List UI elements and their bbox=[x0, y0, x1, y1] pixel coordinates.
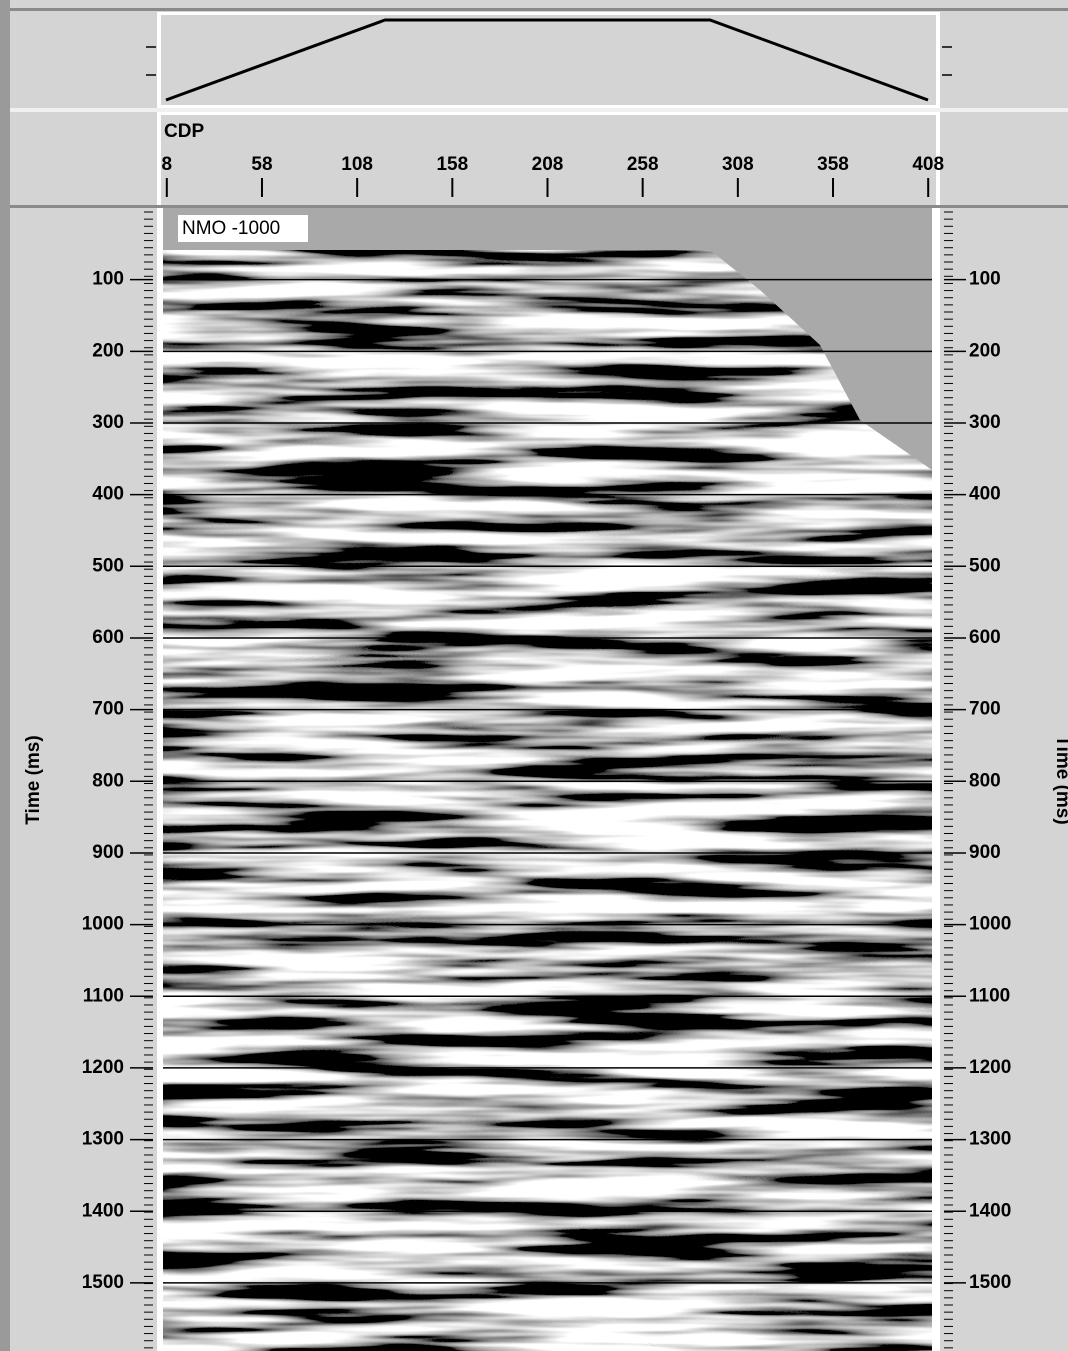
y-tick-label-right: 600 bbox=[969, 627, 1001, 648]
y-axis-label-right: Time (ms) bbox=[1052, 735, 1068, 824]
y-tick-label-right: 700 bbox=[969, 699, 1001, 720]
y-tick-label: 1300 bbox=[82, 1129, 124, 1150]
x-axis-label: CDP bbox=[164, 121, 204, 142]
y-tick-label: 200 bbox=[92, 340, 124, 361]
y-tick-label-right: 1200 bbox=[969, 1057, 1011, 1078]
y-tick-label: 100 bbox=[92, 269, 124, 290]
y-axis-label: Time (ms) bbox=[23, 735, 44, 824]
fold-ticks bbox=[146, 46, 952, 76]
y-tick-label-right: 800 bbox=[969, 770, 1001, 791]
y-tick-label: 300 bbox=[92, 412, 124, 433]
y-tick-label-right: 500 bbox=[969, 555, 1001, 576]
separator bbox=[10, 205, 1068, 208]
y-tick-label-right: 1400 bbox=[969, 1200, 1011, 1221]
y-tick-label: 1000 bbox=[82, 914, 124, 935]
annotation-box bbox=[178, 215, 308, 242]
y-tick-label-right: 900 bbox=[969, 842, 1001, 863]
y-tick-label: 900 bbox=[92, 842, 124, 863]
y-tick-label: 500 bbox=[92, 555, 124, 576]
y-tick-label-right: 1300 bbox=[969, 1129, 1011, 1150]
y-tick-label: 1400 bbox=[82, 1200, 124, 1221]
y-tick-label: 1500 bbox=[82, 1272, 124, 1293]
annotation: NMO -1000 bbox=[182, 218, 280, 239]
x-tick-label: 308 bbox=[722, 154, 754, 175]
x-tick-label: 158 bbox=[436, 154, 468, 175]
y-tick-label: 400 bbox=[92, 484, 124, 505]
x-tick-label: 108 bbox=[341, 154, 373, 175]
y-tick-label-right: 1500 bbox=[969, 1272, 1011, 1293]
separator bbox=[10, 108, 1068, 112]
y-tick-label: 700 bbox=[92, 699, 124, 720]
x-tick-label: 8 bbox=[162, 154, 173, 175]
y-tick-label-right: 1100 bbox=[969, 985, 1010, 1006]
top-border bbox=[10, 8, 1068, 11]
fold-curve bbox=[165, 18, 929, 102]
y-tick-label-right: 200 bbox=[969, 340, 1001, 361]
left-strip bbox=[0, 0, 10, 1351]
y-tick-label: 600 bbox=[92, 627, 124, 648]
y-tick-label-right: 400 bbox=[969, 484, 1001, 505]
x-tick-label: 208 bbox=[532, 154, 564, 175]
x-tick-label: 258 bbox=[627, 154, 659, 175]
y-tick-label-right: 300 bbox=[969, 412, 1001, 433]
y-tick-label: 1100 bbox=[83, 985, 124, 1006]
fold-panel bbox=[161, 15, 936, 105]
x-tick-label: 358 bbox=[817, 154, 849, 175]
y-tick-label: 1200 bbox=[82, 1057, 124, 1078]
y-tick-label-right: 1000 bbox=[969, 914, 1011, 935]
seismic-section bbox=[163, 250, 932, 1351]
y-tick-label: 800 bbox=[92, 770, 124, 791]
x-tick-label: 408 bbox=[912, 154, 944, 175]
y-tick-label-right: 100 bbox=[969, 269, 1001, 290]
x-tick-label: 58 bbox=[251, 154, 272, 175]
